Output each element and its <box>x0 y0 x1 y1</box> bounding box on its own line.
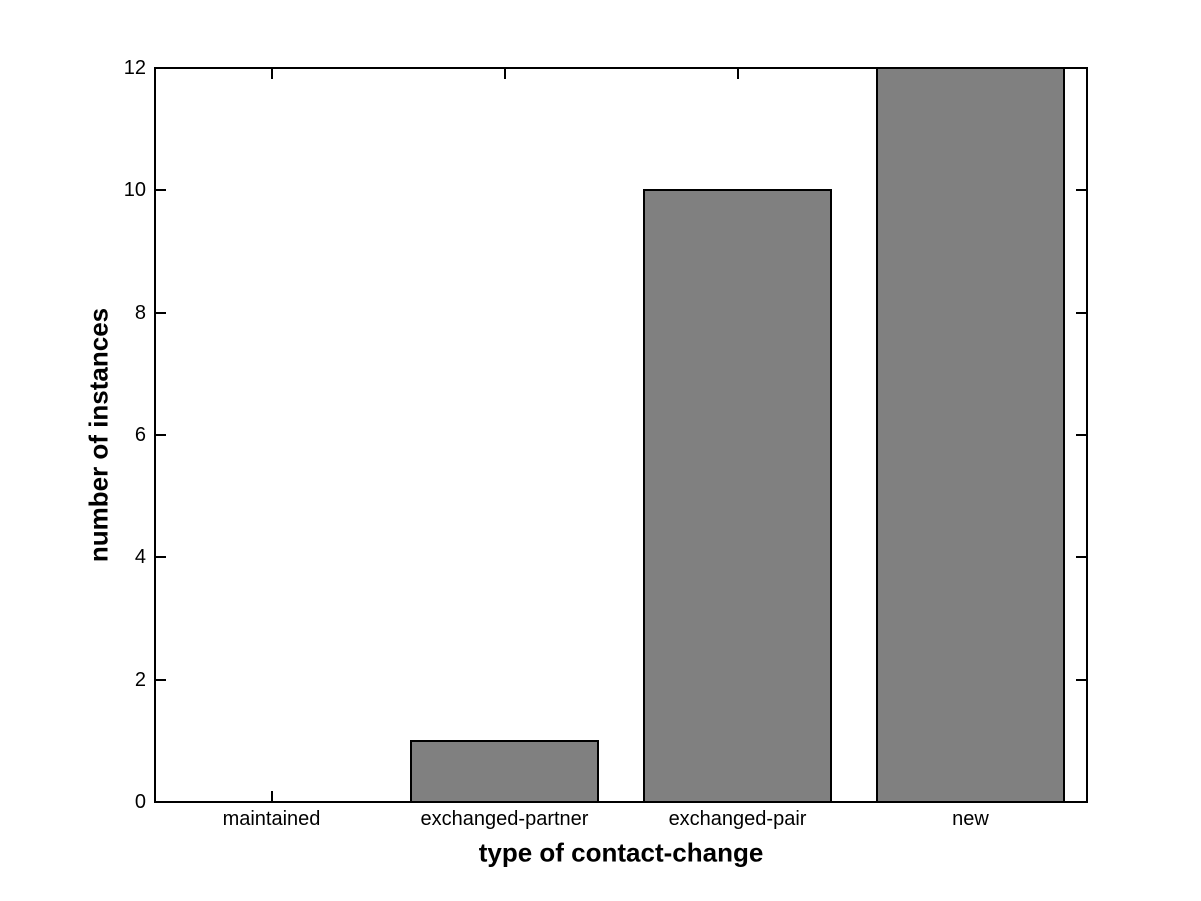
y-tick-left <box>156 556 166 559</box>
y-tick-label: 4 <box>134 546 146 569</box>
x-tick-label: new <box>952 808 989 830</box>
y-tick-right <box>1076 189 1086 192</box>
y-tick-label: 0 <box>134 791 146 813</box>
y-tick-label: 8 <box>134 301 146 324</box>
y-tick-left <box>156 67 166 69</box>
y-tick-right <box>1076 556 1086 559</box>
x-axis-label: type of contact-change <box>478 837 764 868</box>
x-tick-label: maintained <box>222 808 321 830</box>
y-tick-right <box>1076 67 1086 69</box>
y-tick-right <box>1076 801 1086 803</box>
x-tick-top <box>503 69 506 79</box>
bar-exchanged-pair <box>643 189 832 803</box>
y-tick-label: 12 <box>123 57 146 79</box>
y-tick-label: 10 <box>123 179 146 202</box>
y-tick-right <box>1076 434 1086 436</box>
y-tick-label: 6 <box>134 424 146 446</box>
x-tick-bottom <box>270 791 273 801</box>
x-tick-label: exchanged-pair <box>668 808 807 830</box>
y-tick-label: 2 <box>134 668 146 691</box>
x-tick-label: exchanged-partner <box>420 808 589 830</box>
plot-area <box>154 67 1088 803</box>
y-tick-left <box>156 801 166 803</box>
bar-exchanged-partner <box>410 739 599 803</box>
y-tick-right <box>1076 311 1086 314</box>
x-tick-top <box>270 69 273 79</box>
y-tick-left <box>156 189 166 192</box>
y-tick-left <box>156 311 166 314</box>
y-tick-right <box>1076 678 1086 681</box>
bar-new <box>876 67 1065 803</box>
y-tick-left <box>156 678 166 681</box>
y-tick-left <box>156 434 166 436</box>
x-tick-top <box>736 69 739 79</box>
